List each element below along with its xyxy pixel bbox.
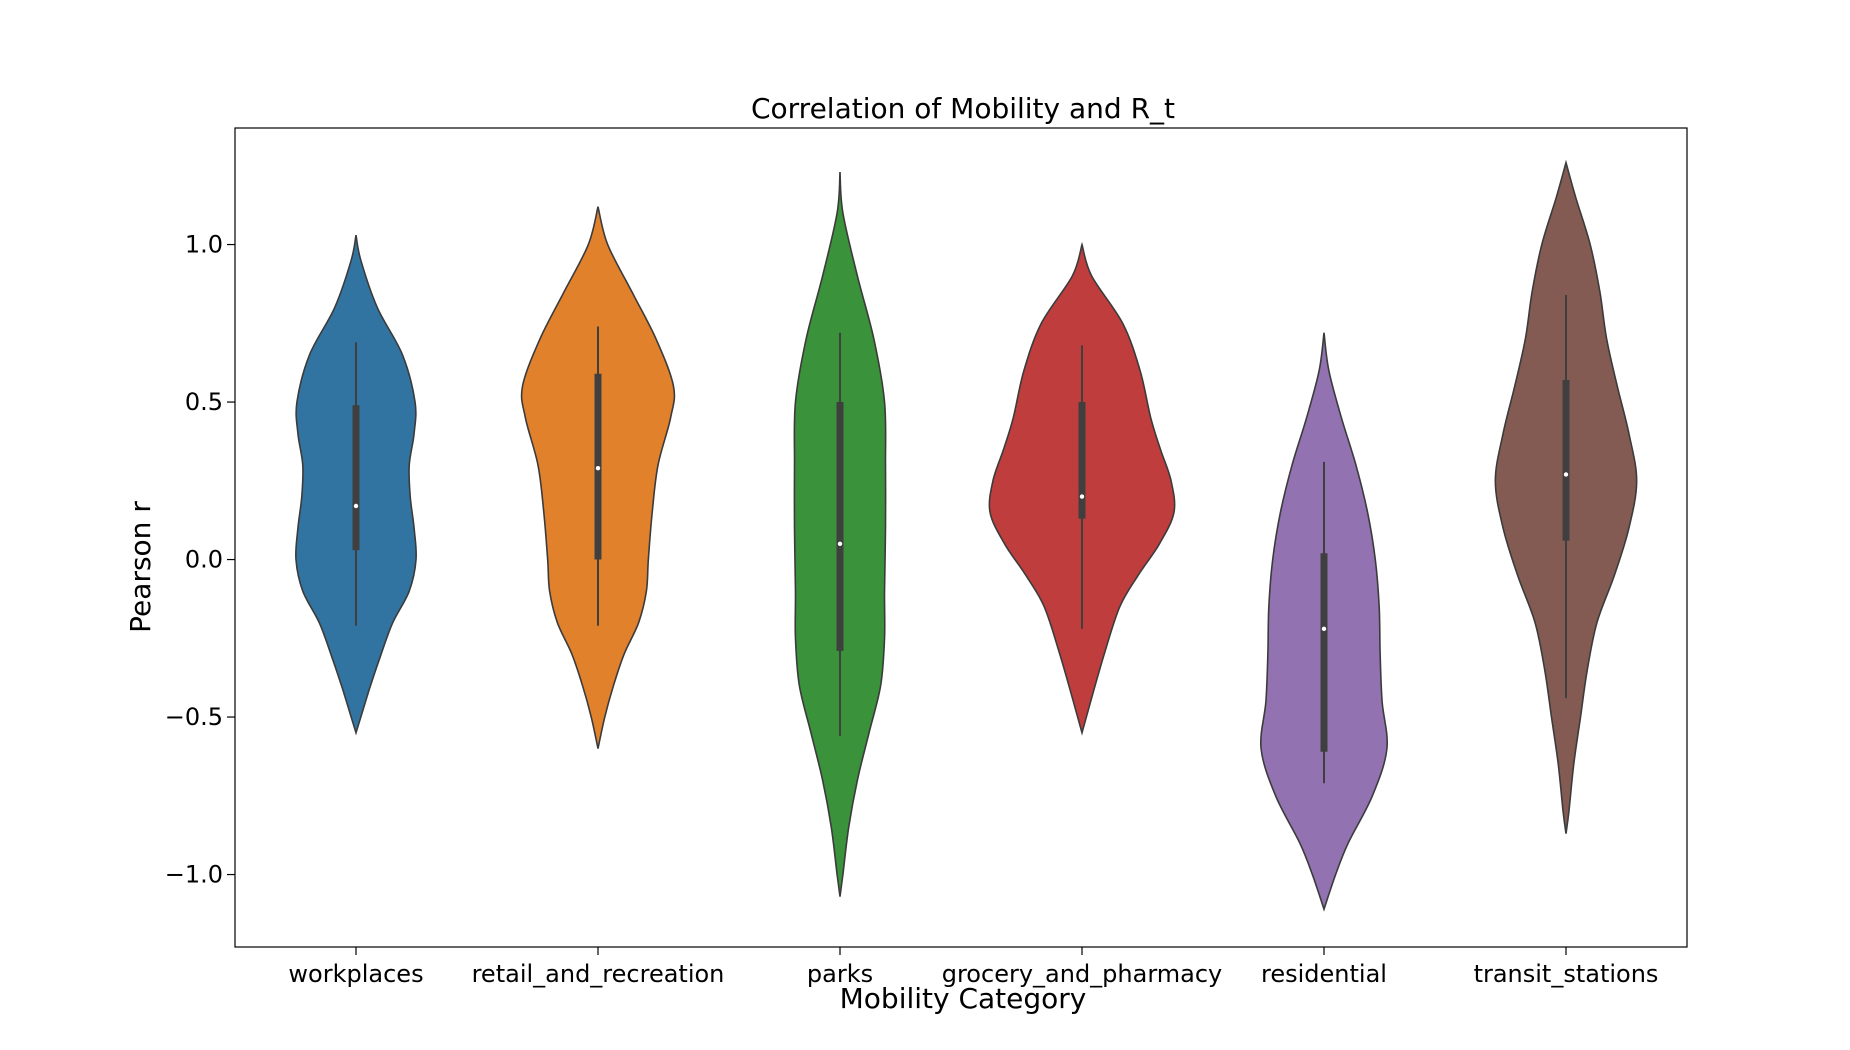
median-residential (1321, 626, 1327, 632)
median-grocery_and_pharmacy (1079, 494, 1085, 499)
chart-title: Correlation of Mobility and R_t (751, 92, 1175, 125)
y-tick-label: −1.0 (165, 861, 223, 889)
median-parks (837, 541, 843, 546)
x-tick-label: grocery_and_pharmacy (942, 960, 1223, 988)
x-tick-label: retail_and_recreation (472, 960, 725, 988)
plot-area: 1.0 0.5 0.0 −0.5 −1.0 workplaces retail_and_re… (165, 127, 1688, 988)
median-workplaces (353, 503, 359, 509)
x-tick-label: parks (807, 960, 873, 988)
median-retail_and_recreation (595, 466, 601, 471)
y-tick-label: −0.5 (165, 703, 223, 731)
median-transit_stations (1563, 472, 1569, 477)
y-tick-label: 0.5 (185, 388, 223, 416)
x-tick-label: transit_stations (1474, 960, 1659, 988)
x-axis-label: Mobility Category (840, 982, 1087, 1015)
y-tick-label: 1.0 (185, 231, 223, 259)
x-tick-label: residential (1261, 960, 1387, 988)
x-tick-label: workplaces (288, 960, 423, 988)
plot-frame (234, 127, 1688, 948)
y-tick-label: 0.0 (185, 546, 223, 574)
y-axis-label: Pearson r (124, 501, 157, 633)
